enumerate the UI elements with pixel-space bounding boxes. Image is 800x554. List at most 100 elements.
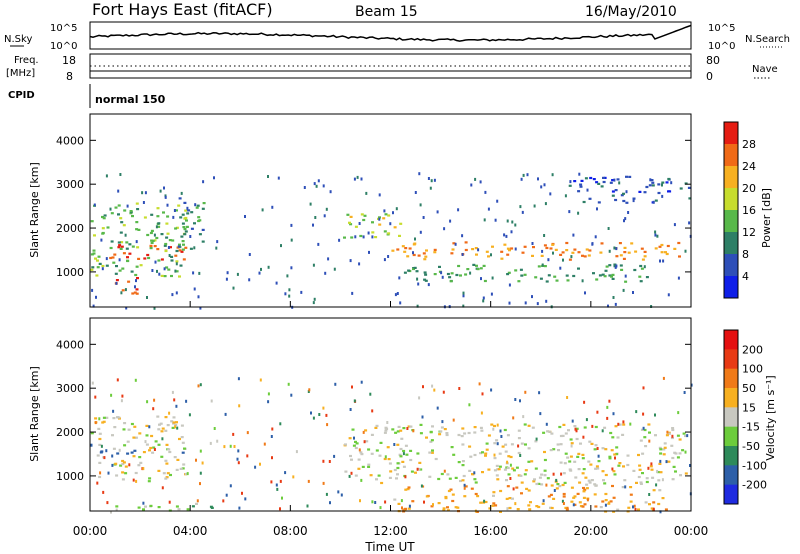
velocity-cell [645,480,649,484]
power-noise-cell [545,299,548,303]
velocity-noise-cell [509,477,512,480]
velocity-noise-cell [432,503,434,507]
power-noise-cell [378,217,381,221]
velocity-noise-cell [176,426,179,430]
power-cell [545,246,549,250]
power-cell [627,251,631,254]
power-noise-cell [333,267,336,271]
velocity-cell [119,464,123,467]
power-cell [170,274,173,278]
colorbar-segment [724,254,738,277]
velocity-cell [474,492,478,496]
velocity-cell [431,449,434,452]
velocity-cell [585,487,589,490]
power-noise-cell [570,255,573,259]
velocity-cell [485,442,489,445]
freq-hi-tick: 18 [62,54,76,67]
velocity-cell [437,502,441,505]
velocity-noise-cell [402,452,405,456]
power-noise-cell [95,295,97,299]
power-cell [604,269,608,272]
power-cell [561,251,565,254]
velocity-cell [166,472,170,475]
velocity-noise-cell [359,499,361,503]
velocity-cell [509,455,513,459]
power-noise-cell [198,271,201,275]
velocity-cell [370,433,374,436]
power-noise-cell [156,269,158,273]
power-noise-cell [290,223,293,227]
velocity-cell [497,468,501,471]
power-cell [403,250,407,253]
colorbar-tick-label: 24 [742,160,756,173]
power-noise-cell [303,186,306,189]
power-noise-cell [418,172,421,176]
velocity-cell [122,428,126,431]
velocity-cell [541,502,545,505]
power-noise-cell [594,235,597,239]
power-cell [545,280,549,283]
power-cell [611,273,615,276]
velocity-cell [375,424,379,427]
power-cell [638,275,642,278]
power-noise-cell [323,214,326,218]
freq-label-1: Freq. [14,55,39,66]
velocity-cell [145,443,149,446]
velocity-cell [652,489,656,492]
velocity-noise-cell [232,432,235,436]
power-cell [198,233,202,236]
velocity-cell [447,489,451,493]
velocity-cell [459,479,462,483]
power-cell [583,255,587,258]
power-cell [654,199,658,202]
power-cell [573,248,577,251]
velocity-noise-cell [634,508,637,511]
velocity-plot-frame [89,317,692,512]
velocity-noise-cell [659,459,662,463]
power-cell [500,257,504,260]
velocity-noise-cell [408,504,411,508]
power-noise-cell [510,230,513,234]
colorbar-frame [723,329,739,505]
velocity-cell [442,509,446,512]
power-cell [181,222,185,225]
velocity-cell [618,423,622,426]
velocity-cell [160,455,164,458]
velocity-noise-cell [100,444,103,448]
power-noise-cell [643,265,646,269]
power-cell [483,279,487,283]
velocity-cell [615,446,619,449]
power-cell [190,227,194,230]
velocity-noise-cell [545,483,548,487]
velocity-cell [354,440,357,443]
velocity-cell [520,492,523,495]
velocity-cell [130,451,134,454]
power-noise-cell [290,238,293,242]
power-cell [163,244,167,247]
velocity-cell [652,501,656,504]
velocity-noise-cell [308,388,311,392]
velocity-noise-cell [161,437,164,441]
velocity-cell [543,450,546,454]
power-noise-cell [277,176,280,180]
velocity-noise-cell [635,410,638,414]
velocity-cell [534,440,538,443]
velocity-cell [532,480,536,483]
power-noise-cell [427,283,430,287]
velocity-noise-cell [199,449,202,453]
power-cell [371,221,374,224]
velocity-cell [538,476,542,479]
velocity-noise-cell [606,405,609,409]
velocity-cell [177,508,181,511]
velocity-noise-cell [650,462,653,466]
power-cell [573,180,577,183]
velocity-cell [94,417,98,420]
velocity-cell [473,478,477,481]
velocity-noise-cell [535,437,538,441]
power-cell [110,212,114,215]
power-noise-cell [248,278,251,282]
power-noise-cell [141,191,144,195]
power-cell [422,252,426,255]
power-noise-cell [313,182,316,186]
power-cell [180,235,184,238]
